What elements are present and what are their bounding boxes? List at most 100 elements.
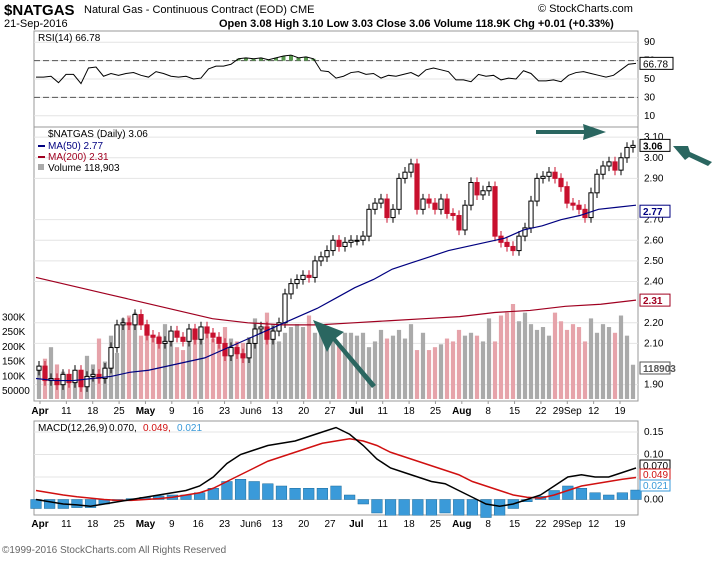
candle-body bbox=[516, 235, 522, 252]
x-tick-label-macd: Aug bbox=[452, 519, 471, 530]
ma50-last-label-box bbox=[639, 204, 671, 218]
candle-body bbox=[126, 322, 132, 326]
volume-bar bbox=[48, 347, 54, 399]
candle-body bbox=[186, 328, 192, 342]
x-tick-label: 13 bbox=[272, 406, 284, 417]
volume-bar bbox=[144, 324, 150, 399]
x-tick-label-macd: 29Sep bbox=[553, 519, 582, 530]
candle-body bbox=[108, 347, 114, 369]
hist-last-label-box bbox=[639, 479, 671, 492]
candle-body bbox=[282, 293, 288, 324]
candle-body bbox=[564, 186, 570, 204]
x-tick-label-macd: 18 bbox=[87, 519, 99, 530]
volume-bar bbox=[594, 332, 600, 399]
volume-bar bbox=[216, 344, 222, 399]
volume-bar bbox=[600, 324, 606, 399]
candle-body bbox=[216, 336, 222, 344]
candle-body bbox=[54, 377, 60, 386]
candle-body bbox=[504, 241, 510, 247]
volume-bar bbox=[516, 321, 522, 399]
x-tick-label: 29Sep bbox=[553, 406, 582, 417]
x-tick-label-macd: 19 bbox=[614, 519, 626, 530]
volume-bar bbox=[222, 327, 228, 399]
candle-body bbox=[312, 260, 318, 278]
volume-bar bbox=[168, 341, 174, 399]
ma200-last-label: 2.31 bbox=[643, 296, 663, 307]
price-tick-label: 3.10 bbox=[644, 132, 664, 143]
macd-line bbox=[35, 426, 637, 508]
macd-last-label: 0.070 bbox=[643, 461, 668, 472]
volume-bar bbox=[318, 324, 324, 399]
instrument-name: Natural Gas - Continuous Contract (EOD) bbox=[84, 4, 287, 16]
volume-last-label: 118903 bbox=[643, 364, 676, 375]
candle-body bbox=[588, 192, 594, 219]
volume-bar bbox=[270, 324, 276, 399]
volume-bar bbox=[120, 318, 126, 399]
candle-body bbox=[540, 175, 546, 179]
candle-body bbox=[492, 186, 498, 237]
candle-body bbox=[300, 274, 306, 280]
chart-date: 21-Sep-2016 bbox=[4, 18, 68, 30]
macd-histogram-bar bbox=[289, 488, 301, 500]
volume-bar bbox=[330, 329, 336, 399]
candle-body bbox=[522, 227, 528, 237]
macd-histogram-bar bbox=[412, 499, 424, 516]
volume-bar bbox=[234, 341, 240, 399]
volume-bar bbox=[258, 329, 264, 399]
volume-bar bbox=[96, 338, 102, 399]
macd-histogram-bar bbox=[425, 499, 438, 516]
candle-body bbox=[72, 369, 78, 384]
candle-body bbox=[270, 330, 276, 340]
volume-bar bbox=[570, 324, 576, 399]
volume-bar bbox=[552, 312, 558, 399]
arrow-right bbox=[673, 146, 712, 166]
candle-body bbox=[570, 202, 576, 206]
candle-body bbox=[114, 324, 120, 349]
candle-body bbox=[138, 314, 144, 326]
x-tick-label: 23 bbox=[219, 406, 231, 417]
candle-body bbox=[360, 235, 366, 241]
volume-bar bbox=[198, 335, 204, 399]
price-tick-label: 2.10 bbox=[644, 338, 664, 349]
rsi-last-label: 66.78 bbox=[643, 59, 668, 70]
volume-bar bbox=[624, 335, 630, 399]
x-tick-label: 16 bbox=[193, 406, 205, 417]
x-tick-label-macd: 11 bbox=[378, 519, 389, 530]
macd-histogram-bar bbox=[494, 499, 506, 516]
ma200-legend-label: MA(200) 2.31 bbox=[48, 152, 109, 163]
volume-bar bbox=[240, 342, 246, 399]
candle-body bbox=[294, 278, 300, 285]
volume-last-label-box bbox=[639, 361, 671, 375]
volume-bar bbox=[522, 312, 528, 399]
volume-bar bbox=[282, 332, 288, 399]
volume-bar bbox=[36, 367, 42, 399]
volume-bar bbox=[150, 337, 156, 399]
candle-body bbox=[180, 336, 186, 342]
candle-body bbox=[42, 365, 48, 382]
x-tick-label: 25 bbox=[430, 406, 442, 417]
x-tick-label-macd: Apr bbox=[31, 519, 48, 530]
volume-bar bbox=[246, 337, 252, 399]
x-tick-label-macd: May bbox=[136, 519, 156, 530]
candle-body bbox=[480, 190, 486, 196]
price-tick-label: 2.50 bbox=[644, 256, 664, 267]
x-tick-label: 9 bbox=[169, 406, 175, 417]
volume-bar bbox=[90, 364, 96, 399]
candle-body bbox=[36, 365, 42, 371]
x-tick-label-macd: 27 bbox=[324, 519, 336, 530]
x-tick-label: 8 bbox=[485, 406, 491, 417]
candle-body bbox=[486, 186, 492, 192]
volume-bar bbox=[288, 327, 294, 399]
macd-histogram-bar bbox=[330, 485, 342, 500]
volume-legend-label: Volume 118,903 bbox=[48, 163, 120, 174]
rsi-tick-label: 30 bbox=[644, 92, 656, 103]
signal-last-label: 0.049 bbox=[643, 470, 668, 481]
volume-bar bbox=[378, 329, 384, 399]
macd-signal-line bbox=[35, 437, 637, 502]
volume-bar bbox=[294, 324, 300, 399]
price-last-label-box bbox=[639, 138, 671, 152]
volume-bar bbox=[546, 335, 552, 399]
volume-bar bbox=[504, 312, 510, 399]
x-tick-label-macd: 12 bbox=[588, 519, 600, 530]
